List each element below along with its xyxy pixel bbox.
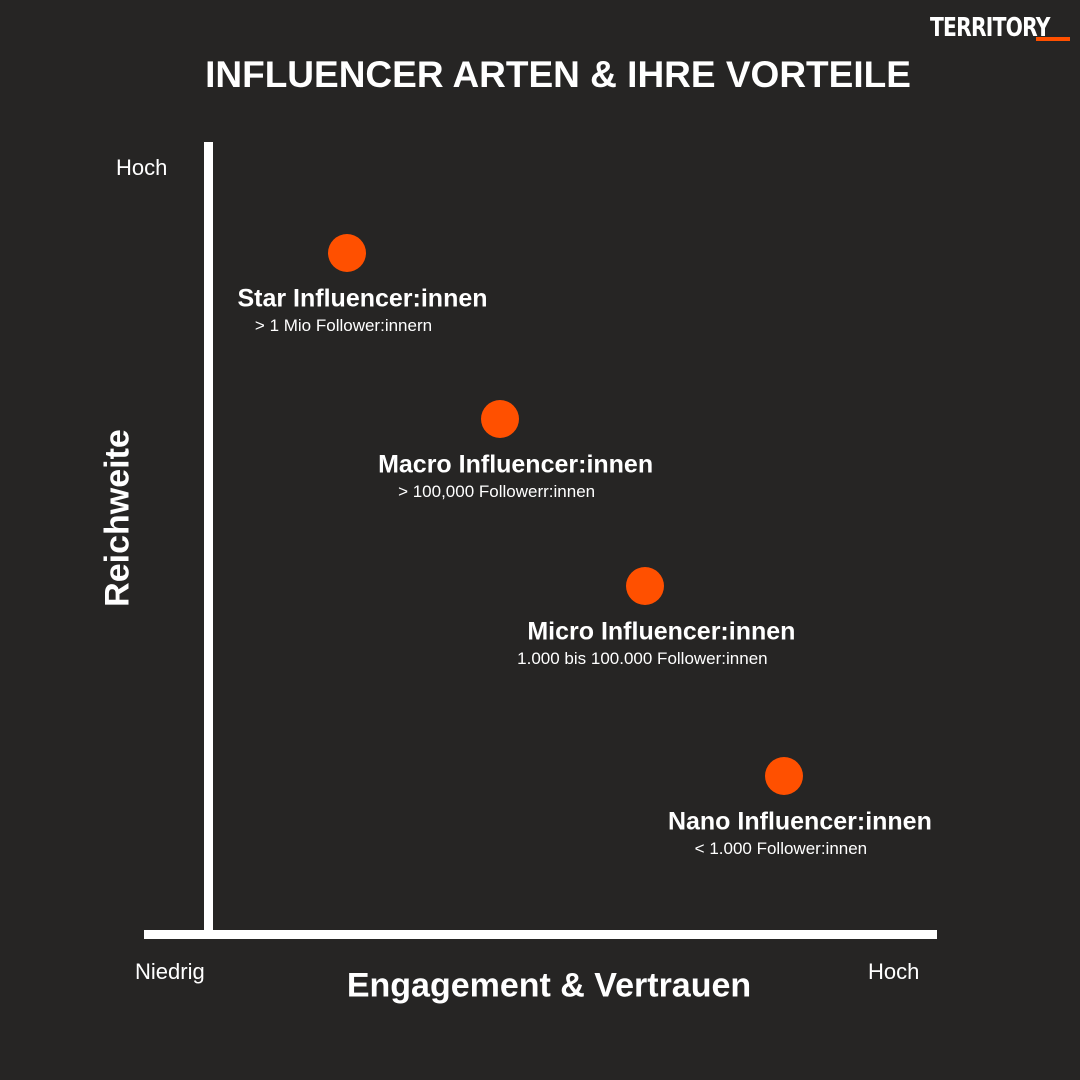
data-point-label: Micro Influencer:innen	[527, 617, 796, 646]
data-point-detail: > 1 Mio Follower:innern	[254, 315, 433, 335]
data-point-detail: < 1.000 Follower:innen	[694, 838, 868, 858]
data-point-marker	[327, 233, 366, 272]
chart-title: INFLUENCER ARTEN & IHRE VORTEILE	[205, 54, 911, 95]
x-tick-high: Hoch	[868, 959, 920, 984]
data-point-label: Nano Influencer:innen	[667, 807, 932, 836]
y-tick-high: Hoch	[116, 155, 168, 180]
data-point-marker	[764, 756, 803, 795]
x-axis-line	[144, 930, 937, 939]
data-point-detail: 1.000 bis 100.000 Follower:innen	[517, 648, 768, 668]
data-point-marker	[480, 400, 519, 439]
data-point-label: Star Influencer:innen	[237, 284, 488, 313]
y-axis-line	[204, 142, 213, 931]
data-point-detail: > 100,000 Followerr:innen	[398, 482, 596, 502]
data-point-label: Macro Influencer:innen	[378, 450, 654, 479]
data-point-marker	[626, 566, 665, 605]
brand-logo: TERRITORY	[930, 13, 1051, 43]
x-tick-low: Niedrig	[135, 959, 205, 984]
y-axis-label: Reichweite	[98, 429, 137, 607]
x-axis-label: Engagement & Vertrauen	[346, 966, 752, 1005]
brand-logo-underline	[1036, 37, 1070, 41]
